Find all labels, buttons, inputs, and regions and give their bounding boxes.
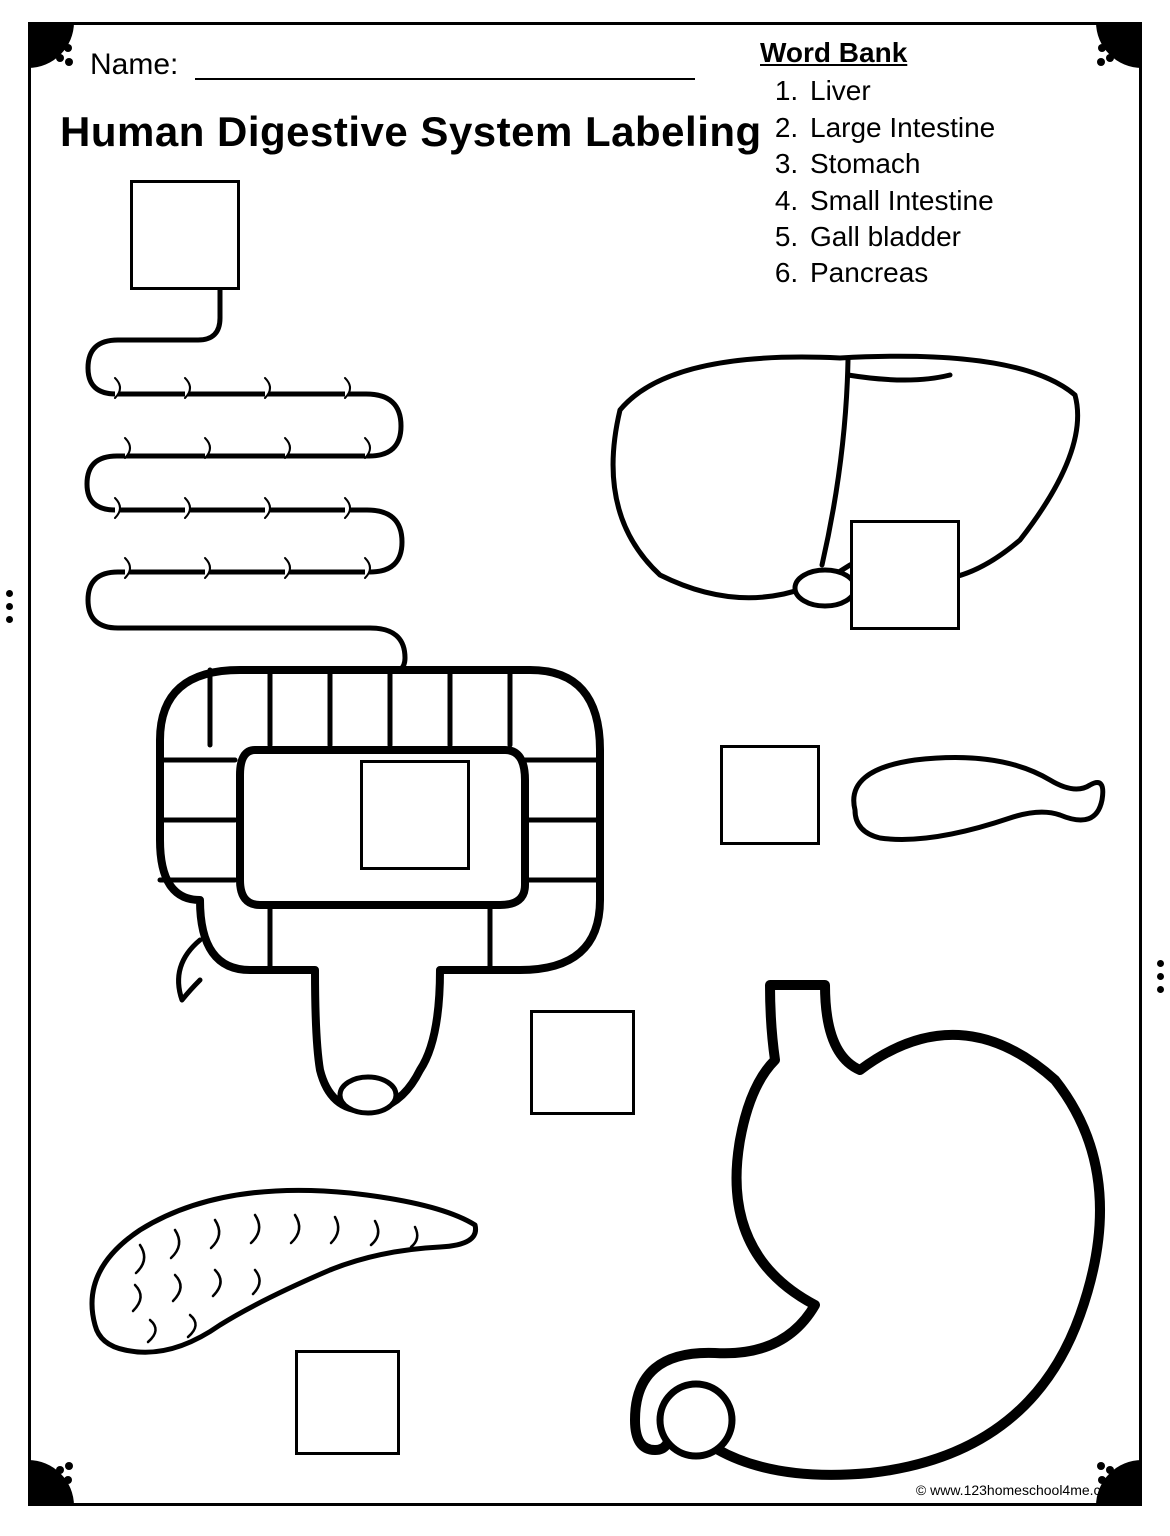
word-bank: Word Bank Liver Large Intestine Stomach …	[760, 35, 995, 292]
answer-box[interactable]	[360, 760, 470, 870]
word-bank-heading: Word Bank	[760, 35, 995, 71]
side-dots	[6, 590, 13, 623]
word-bank-item: Pancreas	[806, 255, 995, 291]
word-bank-item: Liver	[806, 73, 995, 109]
word-bank-item: Stomach	[806, 146, 995, 182]
word-bank-list: Liver Large Intestine Stomach Small Inte…	[760, 73, 995, 291]
small-intestine-icon	[65, 280, 425, 650]
stomach-icon	[600, 975, 1110, 1485]
pancreas-icon	[80, 1175, 480, 1365]
word-bank-item: Gall bladder	[806, 219, 995, 255]
answer-box[interactable]	[530, 1010, 635, 1115]
corner-ornament	[28, 22, 74, 68]
answer-box[interactable]	[720, 745, 820, 845]
side-dots	[1157, 960, 1164, 993]
corner-ornament	[28, 1460, 74, 1506]
word-bank-item: Large Intestine	[806, 110, 995, 146]
name-underline[interactable]	[195, 78, 695, 80]
answer-box[interactable]	[130, 180, 240, 290]
corner-ornament	[1096, 22, 1142, 68]
worksheet-page: Name: Human Digestive System Labeling Wo…	[0, 0, 1170, 1536]
name-label: Name:	[90, 48, 178, 82]
copyright-text: © www.123homeschool4me.com	[916, 1482, 1120, 1498]
liver-icon	[590, 340, 1090, 630]
gall-bladder-icon	[840, 740, 1110, 855]
answer-box[interactable]	[295, 1350, 400, 1455]
word-bank-item: Small Intestine	[806, 183, 995, 219]
page-title: Human Digestive System Labeling	[60, 108, 762, 156]
answer-box[interactable]	[850, 520, 960, 630]
